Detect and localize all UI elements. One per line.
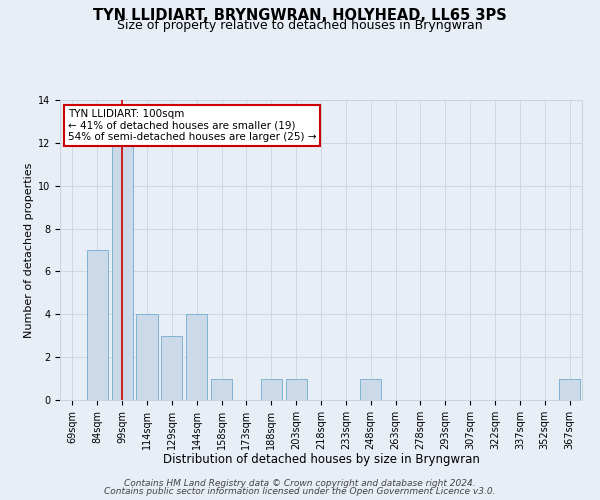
X-axis label: Distribution of detached houses by size in Bryngwran: Distribution of detached houses by size … (163, 454, 479, 466)
Bar (161, 336, 182, 400)
Bar (286, 378, 307, 400)
Bar (112, 143, 133, 400)
Bar (261, 378, 282, 400)
Y-axis label: Number of detached properties: Number of detached properties (24, 162, 34, 338)
Text: Contains HM Land Registry data © Crown copyright and database right 2024.: Contains HM Land Registry data © Crown c… (124, 478, 476, 488)
Bar (211, 378, 232, 400)
Text: Contains public sector information licensed under the Open Government Licence v3: Contains public sector information licen… (104, 487, 496, 496)
Text: TYN LLIDIART, BRYNGWRAN, HOLYHEAD, LL65 3PS: TYN LLIDIART, BRYNGWRAN, HOLYHEAD, LL65 … (93, 8, 507, 22)
Text: TYN LLIDIART: 100sqm
← 41% of detached houses are smaller (19)
54% of semi-detac: TYN LLIDIART: 100sqm ← 41% of detached h… (68, 109, 316, 142)
Bar (559, 378, 580, 400)
Bar (186, 314, 207, 400)
Bar (360, 378, 381, 400)
Bar (136, 314, 158, 400)
Bar (87, 250, 108, 400)
Text: Size of property relative to detached houses in Bryngwran: Size of property relative to detached ho… (117, 19, 483, 32)
